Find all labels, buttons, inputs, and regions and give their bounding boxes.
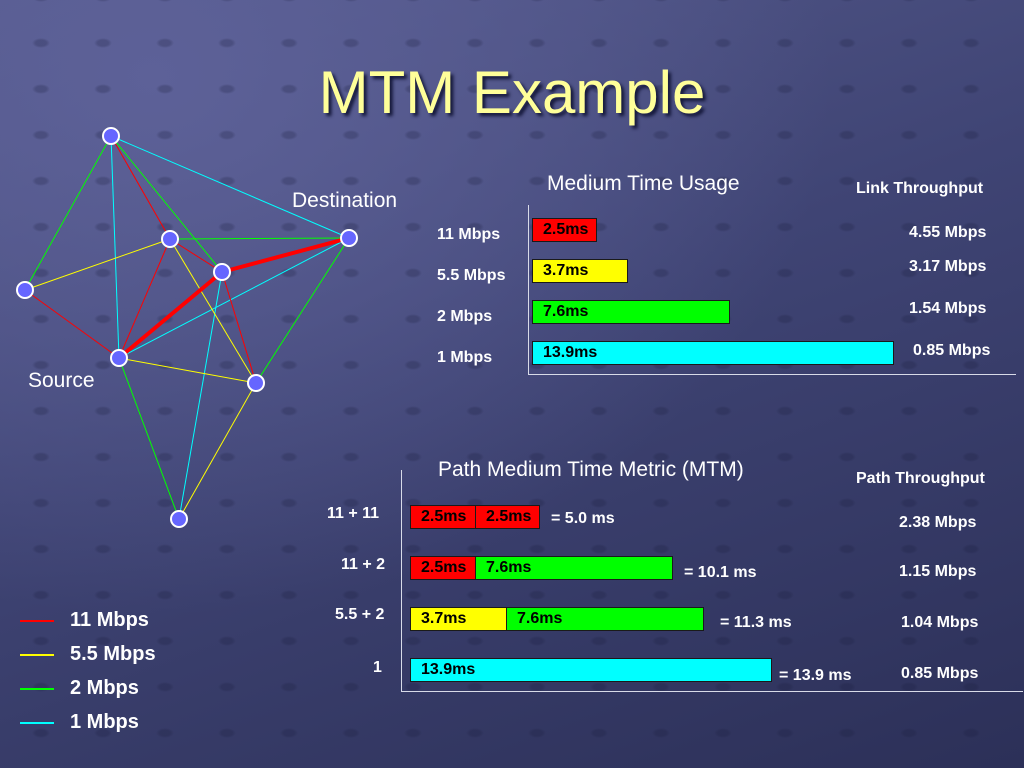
network-node: [161, 230, 179, 248]
path-label: 1: [373, 659, 382, 676]
link-5-5mbps: [169, 238, 257, 384]
link-throughput-value: 4.55 Mbps: [909, 224, 987, 241]
legend-label: 2 Mbps: [70, 677, 139, 699]
legend-label: 11 Mbps: [70, 609, 149, 631]
rate-label: 11 Mbps: [437, 226, 501, 243]
path-mtm-x-axis: [401, 691, 1023, 692]
legend-label: 1 Mbps: [70, 711, 139, 733]
medium-time-x-axis: [528, 374, 1016, 375]
medium-time-bar: 13.9ms: [532, 341, 894, 365]
path-throughput-value: 1.04 Mbps: [901, 614, 979, 631]
path-throughput-value: 1.15 Mbps: [899, 563, 977, 580]
link-2mbps: [110, 135, 223, 273]
link-11mbps: [24, 289, 120, 359]
link-5-5mbps: [178, 382, 257, 520]
destination-node: [340, 229, 358, 247]
path-label: 11 + 11: [327, 505, 380, 522]
link-1mbps: [110, 135, 350, 239]
network-node: [247, 374, 265, 392]
path-throughput-value: 0.85 Mbps: [901, 665, 979, 682]
link-2mbps: [24, 135, 112, 291]
path-label: 11 + 2: [341, 556, 386, 573]
link-throughput-value: 3.17 Mbps: [909, 258, 987, 275]
slide-title: MTM Example: [318, 59, 706, 126]
link-throughput-value: 1.54 Mbps: [909, 300, 987, 317]
medium-time-bar: 3.7ms: [532, 259, 628, 283]
link-throughput-header: Link Throughput: [856, 180, 984, 197]
link-5-5mbps: [118, 357, 257, 384]
path-segment-bar: 2.5ms: [410, 556, 475, 580]
path-total: = 13.9 ms: [779, 667, 852, 684]
source-node: [110, 349, 128, 367]
rate-label: 2 Mbps: [437, 308, 493, 325]
medium-time-bar: 7.6ms: [532, 300, 730, 324]
network-node: [102, 127, 120, 145]
medium-time-title: Medium Time Usage: [547, 172, 740, 195]
path-total: = 11.3 ms: [720, 614, 792, 631]
link-11mbps: [110, 135, 171, 240]
path-label: 5.5 + 2: [335, 606, 385, 623]
path-mtm-title: Path Medium Time Metric (MTM): [438, 458, 744, 481]
path-throughput-header: Path Throughput: [856, 470, 985, 487]
link-1mbps: [110, 135, 120, 359]
legend-swatch: [20, 654, 54, 656]
legend-swatch: [20, 688, 54, 690]
legend-swatch: [20, 722, 54, 724]
source-label: Source: [28, 369, 95, 392]
destination-label: Destination: [292, 189, 398, 212]
link-11mbps: [169, 238, 223, 273]
link-5-5mbps: [24, 238, 171, 291]
path-segment-bar: 2.5ms: [475, 505, 540, 529]
link-throughput-value: 0.85 Mbps: [913, 342, 991, 359]
link-11mbps: [221, 271, 257, 384]
medium-time-bar: 2.5ms: [532, 218, 597, 242]
highlighted-path-link: [221, 236, 350, 274]
path-segment-bar: 13.9ms: [410, 658, 772, 682]
link-2mbps: [169, 237, 350, 240]
link-11mbps: [118, 238, 171, 359]
path-mtm-y-axis: [401, 470, 402, 692]
path-segment-bar: 7.6ms: [475, 556, 673, 580]
network-node: [213, 263, 231, 281]
path-total: = 10.1 ms: [684, 564, 757, 581]
highlighted-path-link: [117, 270, 224, 360]
path-segment-bar: 3.7ms: [410, 607, 506, 631]
medium-time-y-axis: [528, 205, 529, 375]
path-total: = 5.0 ms: [551, 510, 615, 527]
path-throughput-value: 2.38 Mbps: [899, 514, 977, 531]
rate-label: 5.5 Mbps: [437, 267, 506, 284]
legend-swatch: [20, 620, 54, 622]
network-node: [170, 510, 188, 528]
link-2mbps: [255, 237, 350, 384]
path-segment-bar: 7.6ms: [506, 607, 704, 631]
link-2mbps: [118, 357, 180, 520]
rate-label: 1 Mbps: [437, 349, 493, 366]
path-segment-bar: 2.5ms: [410, 505, 475, 529]
network-node: [16, 281, 34, 299]
link-1mbps: [118, 237, 350, 359]
legend-label: 5.5 Mbps: [70, 643, 156, 665]
